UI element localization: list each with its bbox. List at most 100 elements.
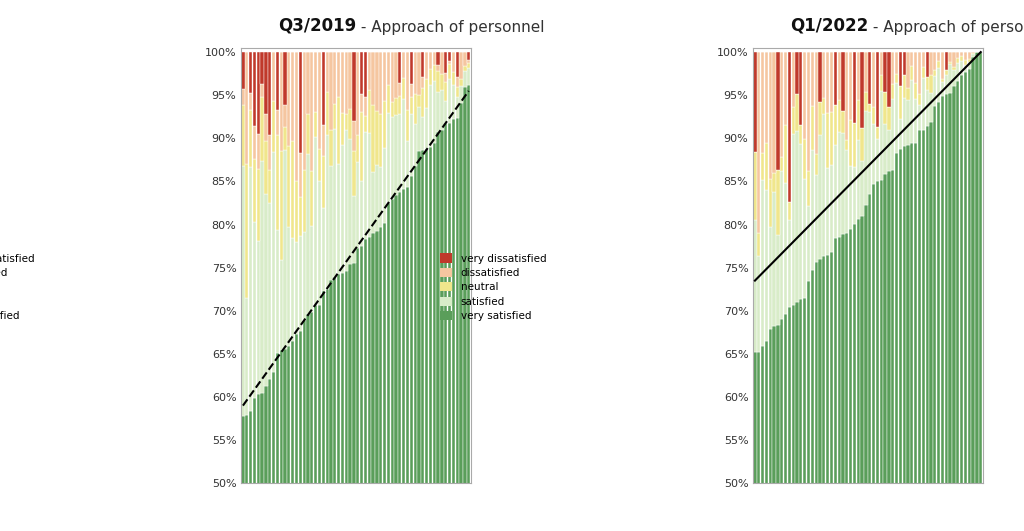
Bar <box>776 324 779 531</box>
Bar <box>467 52 470 60</box>
Bar <box>402 52 406 78</box>
Bar <box>379 167 382 227</box>
Bar <box>761 181 764 346</box>
Bar <box>414 52 417 94</box>
Bar <box>811 270 814 531</box>
Bar <box>337 164 340 273</box>
Bar <box>467 68 470 85</box>
Bar <box>322 208 325 292</box>
Bar <box>433 52 436 65</box>
Bar <box>272 52 275 101</box>
Bar <box>291 52 294 141</box>
Bar <box>803 139 806 179</box>
Bar <box>295 242 298 334</box>
Bar <box>260 52 264 84</box>
Bar <box>418 151 421 531</box>
Text: - Approach of personnel: - Approach of personnel <box>356 20 545 35</box>
Bar <box>284 150 287 349</box>
Bar <box>872 52 876 107</box>
Bar <box>275 353 279 531</box>
Bar <box>421 77 424 88</box>
Bar <box>375 111 379 165</box>
Bar <box>436 52 439 65</box>
Bar <box>383 52 386 101</box>
Bar <box>360 246 364 531</box>
Bar <box>887 171 891 531</box>
Bar <box>245 164 249 298</box>
Bar <box>253 222 256 398</box>
Bar <box>452 72 455 85</box>
Bar <box>860 161 863 216</box>
Bar <box>333 277 337 531</box>
Bar <box>811 52 814 106</box>
Bar <box>268 135 271 170</box>
Bar <box>880 75 883 91</box>
Bar <box>425 79 428 108</box>
Bar <box>818 101 821 135</box>
Bar <box>757 256 761 352</box>
Bar <box>410 52 413 83</box>
Bar <box>784 314 787 531</box>
Bar <box>761 153 764 181</box>
Bar <box>406 52 410 110</box>
Bar <box>314 138 317 305</box>
Bar <box>860 129 863 161</box>
Bar <box>891 52 894 83</box>
Bar <box>436 72 439 91</box>
Bar <box>268 170 271 203</box>
Bar <box>849 52 852 120</box>
Text: Q3/2019: Q3/2019 <box>279 16 356 35</box>
Bar <box>814 175 818 262</box>
Bar <box>822 52 825 98</box>
Bar <box>780 157 783 171</box>
Bar <box>829 165 834 252</box>
Bar <box>868 194 871 531</box>
Bar <box>826 52 829 113</box>
Bar <box>930 123 933 531</box>
Bar <box>796 131 799 302</box>
Bar <box>372 233 375 531</box>
Bar <box>260 161 264 393</box>
Bar <box>333 129 337 277</box>
Bar <box>264 52 267 114</box>
Bar <box>780 52 783 157</box>
Bar <box>800 144 803 299</box>
Bar <box>822 256 825 531</box>
Bar <box>444 101 447 123</box>
Bar <box>926 52 929 77</box>
Bar <box>402 78 406 99</box>
Bar <box>306 114 309 155</box>
Text: Q1/2022: Q1/2022 <box>791 16 868 35</box>
Bar <box>372 105 375 172</box>
Bar <box>379 52 382 114</box>
Bar <box>945 52 948 70</box>
Bar <box>242 166 245 416</box>
Bar <box>257 134 260 169</box>
Bar <box>249 93 252 110</box>
Bar <box>772 192 776 327</box>
Bar <box>356 247 359 531</box>
Bar <box>322 156 325 208</box>
Bar <box>876 52 879 126</box>
Bar <box>964 72 967 531</box>
Bar <box>310 52 313 171</box>
Bar <box>302 170 306 232</box>
Bar <box>803 52 806 139</box>
Bar <box>926 77 929 90</box>
Bar <box>930 92 933 123</box>
Bar <box>926 90 929 126</box>
Bar <box>410 97 413 115</box>
Bar <box>776 170 779 235</box>
Bar <box>410 83 413 97</box>
Bar <box>317 305 322 531</box>
Bar <box>964 61 967 65</box>
Bar <box>765 190 768 340</box>
Bar <box>245 415 249 531</box>
Bar <box>959 61 964 75</box>
Bar <box>447 64 452 79</box>
Bar <box>887 130 891 171</box>
Bar <box>299 236 302 331</box>
Bar <box>807 281 810 531</box>
Bar <box>333 104 337 129</box>
Bar <box>899 52 902 87</box>
